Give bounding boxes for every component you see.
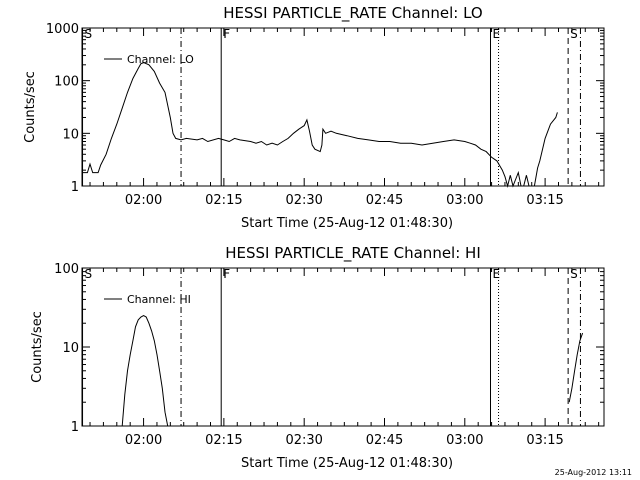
lo-x-tick-label: 03:15 — [526, 193, 563, 208]
lo-y-axis-label: Counts/sec — [23, 71, 38, 143]
lo-event-marker-label: F — [223, 27, 230, 41]
lo-channel-panel: HESSI PARTICLE_RATE Channel: LO Counts/s… — [23, 4, 605, 231]
lo-event-marker-label: E — [492, 27, 500, 41]
lo-x-axis-label: Start Time (25-Aug-12 01:48:30) — [241, 216, 453, 231]
hi-legend: Channel: HI — [104, 293, 191, 306]
lo-series-line — [82, 62, 558, 188]
hi-x-tick-label: 02:15 — [205, 433, 242, 448]
hi-event-marker-label: E — [492, 267, 500, 281]
hi-y-tick-label: 10 — [62, 341, 79, 356]
lo-plot-frame — [81, 27, 605, 187]
hi-legend-label: Channel: HI — [127, 293, 191, 306]
lo-chart-title: HESSI PARTICLE_RATE Channel: LO — [223, 4, 482, 23]
lo-x-tick-label: 02:15 — [205, 193, 242, 208]
lo-x-tick-label: 03:00 — [446, 193, 483, 208]
hi-series-line — [568, 332, 584, 403]
hi-event-marker-label: F — [223, 267, 230, 281]
hi-y-axis-label: Counts/sec — [30, 311, 45, 383]
footer-timestamp: 25-Aug-2012 13:11 — [555, 468, 632, 477]
lo-event-marker-label: S — [85, 27, 93, 41]
lo-x-tick-label: 02:45 — [366, 193, 403, 208]
lo-y-tick-label: 1 — [71, 180, 79, 195]
hi-y-tick-label: 1 — [71, 420, 79, 435]
hi-chart-title: HESSI PARTICLE_RATE Channel: HI — [225, 244, 481, 263]
hi-y-tick-label: 100 — [54, 262, 79, 277]
lo-event-marker-label: S — [570, 27, 578, 41]
hi-event-marker-label: S — [85, 267, 93, 281]
lo-y-tick-label: 1000 — [46, 22, 79, 37]
lo-legend-label: Channel: LO — [127, 53, 194, 66]
hi-plot-frame — [81, 267, 605, 427]
hi-event-marker-label: S — [570, 267, 578, 281]
lo-x-tick-label: 02:00 — [125, 193, 162, 208]
hi-x-axis-label: Start Time (25-Aug-12 01:48:30) — [241, 456, 453, 471]
lo-y-tick-label: 10 — [62, 127, 79, 142]
hi-x-tick-label: 03:00 — [446, 433, 483, 448]
hi-x-tick-label: 02:30 — [285, 433, 322, 448]
hi-x-tick-label: 03:15 — [526, 433, 563, 448]
hi-series-line — [121, 315, 169, 427]
hi-x-tick-label: 02:45 — [366, 433, 403, 448]
hi-x-tick-label: 02:00 — [125, 433, 162, 448]
lo-x-tick-label: 02:30 — [285, 193, 322, 208]
lo-y-tick-label: 100 — [54, 75, 79, 90]
hi-channel-panel: HESSI PARTICLE_RATE Channel: HI Counts/s… — [30, 244, 605, 471]
